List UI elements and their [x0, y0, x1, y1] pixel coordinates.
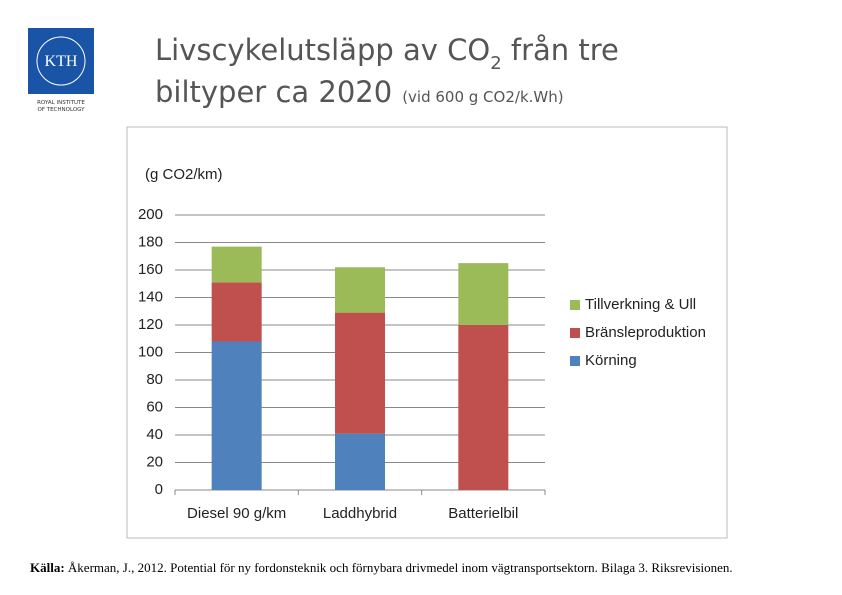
y-tick-label: 120 [138, 316, 163, 333]
bar-segment [458, 263, 509, 325]
y-tick-label: 160 [138, 261, 163, 278]
y-tick-label: 60 [146, 398, 163, 415]
x-tick-label: Diesel 90 g/km [187, 505, 286, 522]
legend-label: Tillverkning & Ull [585, 296, 696, 313]
bar-segment [211, 282, 262, 342]
y-tick-label: 0 [155, 481, 163, 498]
y-axis-label: (g CO2/km) [145, 166, 223, 183]
logo-box [28, 28, 94, 94]
logo-ring [36, 36, 86, 86]
title: Livscykelutsläpp av CO2 från tre [155, 33, 619, 74]
title-sub: 2 [490, 53, 501, 74]
source: Källa: Åkerman, J., 2012. Potential för … [30, 560, 733, 575]
bar-segment [335, 433, 385, 490]
bar-segment [335, 267, 385, 313]
y-tick-label: 20 [146, 453, 163, 470]
source-text: Åkerman, J., 2012. Potential för ny ford… [65, 560, 733, 575]
title-note: (vid 600 g CO2/k.Wh) [402, 88, 563, 106]
legend-swatch [570, 328, 580, 338]
legend-label: Bränsleproduktion [585, 324, 706, 341]
title-part: från tre [502, 33, 619, 67]
title: biltyper ca 2020 (vid 600 g CO2/k.Wh) [155, 75, 564, 109]
bar-segment [211, 246, 262, 283]
source-label: Källa: [30, 560, 65, 575]
title-part: biltyper ca 2020 [155, 75, 392, 109]
y-tick-label: 200 [138, 206, 163, 223]
bar-segment [458, 325, 509, 490]
logo-text: KTH [45, 53, 78, 70]
x-tick-label: Batterielbil [448, 505, 518, 522]
bar-segment [211, 341, 262, 490]
y-tick-label: 80 [146, 371, 163, 388]
logo-caption: ROYAL INSTITUTE [37, 100, 85, 106]
x-tick-label: Laddhybrid [323, 505, 397, 522]
legend-swatch [570, 356, 580, 366]
y-tick-label: 180 [138, 233, 163, 250]
title-part: Livscykelutsläpp av CO [155, 33, 490, 67]
y-tick-label: 140 [138, 288, 163, 305]
legend-label: Körning [585, 352, 637, 369]
y-tick-label: 100 [138, 343, 163, 360]
bar-segment [335, 312, 385, 434]
legend-swatch [570, 300, 580, 310]
logo-caption: OF TECHNOLOGY [37, 107, 85, 113]
y-tick-label: 40 [146, 426, 163, 443]
